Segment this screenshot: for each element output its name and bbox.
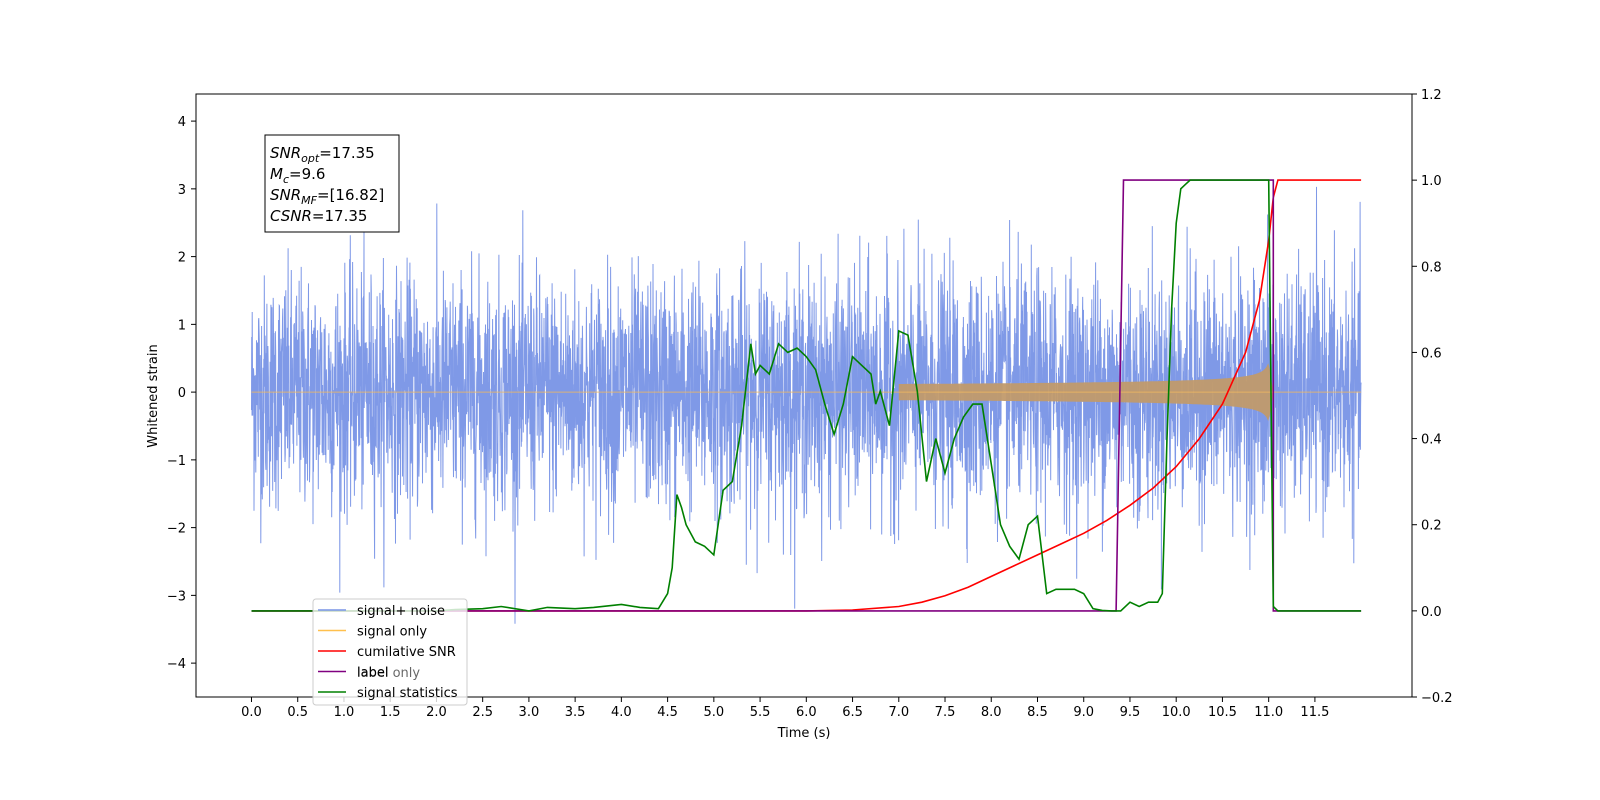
y-axis-left: 4 3 2 1 0 −1 −2 −3 −4 bbox=[167, 115, 196, 672]
x-tick-label: 10.5 bbox=[1208, 705, 1237, 720]
plot-frame bbox=[195, 93, 1413, 698]
annotation-box: SNRopt=17.35Mc=9.6SNRMF=[16.82]CSNR=17.3… bbox=[264, 134, 400, 233]
y2-tick-label: −0.2 bbox=[1421, 691, 1453, 706]
x-tick-label: 6.5 bbox=[842, 705, 863, 720]
y-tick-label: −1 bbox=[167, 454, 186, 469]
y2-tick-label: 1.2 bbox=[1421, 88, 1442, 103]
y-tick-label: 2 bbox=[178, 251, 186, 266]
y-tick-label: 0 bbox=[178, 386, 186, 401]
x-tick-label: 4.0 bbox=[611, 705, 632, 720]
x-tick-label: 2.5 bbox=[472, 705, 493, 720]
x-tick-label: 8.0 bbox=[981, 705, 1002, 720]
x-tick-label: 11.0 bbox=[1254, 705, 1283, 720]
y-tick-label: 3 bbox=[178, 183, 186, 198]
legend-label: signal only bbox=[357, 625, 427, 640]
x-tick-label: 0.5 bbox=[287, 705, 308, 720]
x-tick-label: 4.5 bbox=[657, 705, 678, 720]
x-tick-label: 10.0 bbox=[1162, 705, 1191, 720]
annotation-line: Mc=9.6 bbox=[270, 165, 325, 186]
x-tick-label: 1.0 bbox=[334, 705, 355, 720]
annotation-frame bbox=[264, 134, 400, 233]
series-cumilative-snr bbox=[251, 179, 1362, 612]
legend-label: signal statistics bbox=[357, 686, 458, 701]
annotation-line: CSNR=17.35 bbox=[270, 207, 367, 225]
x-tick-label: 9.5 bbox=[1120, 705, 1141, 720]
y2-tick-label: 0.8 bbox=[1421, 260, 1442, 275]
series-layer bbox=[251, 179, 1362, 624]
y2-tick-label: 0.6 bbox=[1421, 346, 1442, 361]
x-tick-label: 5.5 bbox=[750, 705, 771, 720]
y-tick-label: −4 bbox=[167, 657, 186, 672]
y2-tick-label: 1.0 bbox=[1421, 174, 1442, 189]
y2-tick-label: 0.4 bbox=[1421, 433, 1442, 448]
legend-label: label bbox=[357, 666, 388, 681]
legend: label only signal+ noise signal only cumila… bbox=[312, 598, 468, 706]
x-tick-label: 1.5 bbox=[380, 705, 401, 720]
x-tick-label: 2.0 bbox=[426, 705, 447, 720]
annotation-line: SNRMF=[16.82] bbox=[270, 186, 384, 207]
annotation-line: SNRopt=17.35 bbox=[270, 144, 375, 165]
y-tick-label: −2 bbox=[167, 522, 186, 537]
y2-tick-label: 0.0 bbox=[1421, 605, 1442, 620]
series-signal-plus-noise bbox=[251, 186, 1362, 624]
x-tick-label: 7.0 bbox=[888, 705, 909, 720]
x-tick-label: 3.0 bbox=[519, 705, 540, 720]
x-tick-label: 8.5 bbox=[1027, 705, 1048, 720]
x-tick-label: 6.0 bbox=[796, 705, 817, 720]
y-tick-label: −3 bbox=[167, 589, 186, 604]
x-tick-label: 0.0 bbox=[241, 705, 262, 720]
y-tick-label: 1 bbox=[178, 318, 186, 333]
x-axis: 0.0 0.5 1.0 1.5 2.0 2.5 3.0 3.5 4.0 4.5 5.0 5.5 6.0 6… bbox=[241, 697, 1329, 720]
legend-frame bbox=[312, 598, 468, 706]
x-tick-label: 9.0 bbox=[1073, 705, 1094, 720]
legend-hidden-label: label only bbox=[357, 666, 420, 681]
x-tick-label: 7.5 bbox=[935, 705, 956, 720]
y-axis-right: 1.2 1.0 0.8 0.6 0.4 0.2 0.0 −0.2 bbox=[1412, 88, 1453, 706]
y-axis-label: Whitened strain bbox=[146, 344, 161, 447]
y2-tick-label: 0.2 bbox=[1421, 519, 1442, 534]
x-axis-label: Time (s) bbox=[777, 726, 831, 741]
y-tick-label: 4 bbox=[178, 115, 186, 130]
x-tick-label: 5.0 bbox=[703, 705, 724, 720]
legend-label: cumilative SNR bbox=[357, 645, 456, 660]
series-signal-statistics bbox=[251, 179, 1362, 612]
x-tick-label: 11.5 bbox=[1300, 705, 1329, 720]
x-tick-label: 3.5 bbox=[565, 705, 586, 720]
legend-label: signal+ noise bbox=[357, 604, 445, 619]
